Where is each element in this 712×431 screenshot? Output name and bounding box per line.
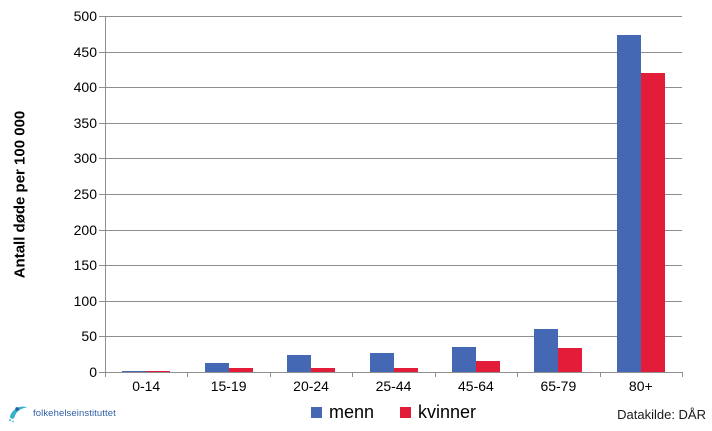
x-tick-4	[434, 372, 436, 377]
y-tick-250	[99, 194, 105, 195]
bar-kvinner-25-44	[393, 367, 418, 372]
gridline-450	[105, 51, 682, 53]
y-tick-300	[99, 158, 105, 160]
legend-item-menn: menn	[310, 402, 374, 423]
x-label-25-44: 25-44	[375, 378, 412, 394]
y-tick-500	[99, 16, 105, 17]
bar-menn-65-79	[534, 329, 559, 372]
gridline-250	[105, 194, 682, 195]
y-axis-title: Antall døde per 100 000	[11, 110, 29, 279]
y-tick-200	[99, 229, 105, 231]
bar-menn-0-14	[122, 370, 147, 372]
gridline-150	[105, 265, 682, 267]
legend-swatch-kvinner	[400, 407, 411, 418]
y-tick-50	[99, 336, 105, 338]
y-tick-0	[99, 372, 105, 373]
x-tick-0	[105, 372, 106, 377]
y-tick-label-400: 400	[73, 79, 97, 96]
y-tick-label-0: 0	[89, 364, 97, 380]
bar-menn-20-24	[287, 354, 312, 372]
y-tick-450	[99, 51, 105, 53]
legend-swatch-menn	[310, 407, 322, 418]
y-tick-label-300: 300	[73, 150, 97, 167]
x-label-0-14: 0-14	[132, 378, 161, 394]
bar-menn-25-44	[369, 352, 394, 372]
logo-text: folkehelseinstituttet	[33, 407, 116, 419]
gridline-100	[105, 300, 682, 302]
x-label-20-24: 20-24	[293, 378, 329, 394]
bar-kvinner-15-19	[228, 368, 253, 372]
y-tick-label-500: 500	[73, 8, 97, 24]
x-tick-2	[269, 372, 271, 377]
legend-label-menn: menn	[328, 402, 374, 422]
y-tick-150	[99, 265, 105, 267]
y-tick-350	[99, 122, 105, 124]
bar-kvinner-45-64	[475, 361, 500, 372]
bar-menn-15-19	[204, 363, 229, 372]
bar-kvinner-20-24	[311, 367, 336, 372]
y-tick-label-350: 350	[73, 114, 97, 131]
gridline-350	[105, 122, 682, 124]
logo: folkehelseinstituttet	[7, 403, 116, 423]
y-tick-400	[99, 87, 105, 89]
x-label-45-64: 45-64	[458, 378, 494, 394]
y-tick-label-150: 150	[73, 257, 97, 274]
legend-label-kvinner: kvinner	[418, 402, 477, 422]
bar-kvinner-80+	[640, 72, 665, 372]
y-tick-label-100: 100	[73, 292, 97, 309]
data-source-label: Datakilde: DÅR	[617, 407, 706, 422]
x-tick-1	[187, 372, 189, 377]
x-label-15-19: 15-19	[210, 378, 247, 394]
gridline-300	[105, 158, 682, 160]
y-tick-100	[99, 300, 105, 302]
y-tick-label-200: 200	[73, 221, 97, 238]
x-label-80+: 80+	[628, 378, 653, 394]
folkehelseinstituttet-logo-icon	[9, 406, 28, 423]
gridline-200	[105, 229, 682, 231]
legend: menn kvinner	[105, 402, 682, 423]
y-tick-label-50: 50	[81, 328, 97, 345]
bar-menn-80+	[616, 35, 641, 372]
y-tick-label-250: 250	[73, 186, 97, 202]
x-tick-5	[517, 372, 519, 377]
gridline-50	[105, 336, 682, 338]
bar-menn-45-64	[451, 347, 476, 372]
gridline-400	[105, 87, 682, 89]
x-tick-6	[599, 372, 601, 377]
gridline-500	[105, 16, 682, 17]
y-axis-line	[105, 16, 106, 372]
legend-item-kvinner: kvinner	[400, 402, 476, 423]
bar-kvinner-65-79	[558, 347, 583, 372]
bar-kvinner-0-14	[146, 370, 171, 372]
x-axis-line	[105, 372, 682, 373]
y-tick-label-450: 450	[73, 43, 97, 60]
x-tick-7	[682, 372, 683, 377]
x-tick-3	[352, 372, 354, 377]
x-label-65-79: 65-79	[540, 378, 577, 394]
